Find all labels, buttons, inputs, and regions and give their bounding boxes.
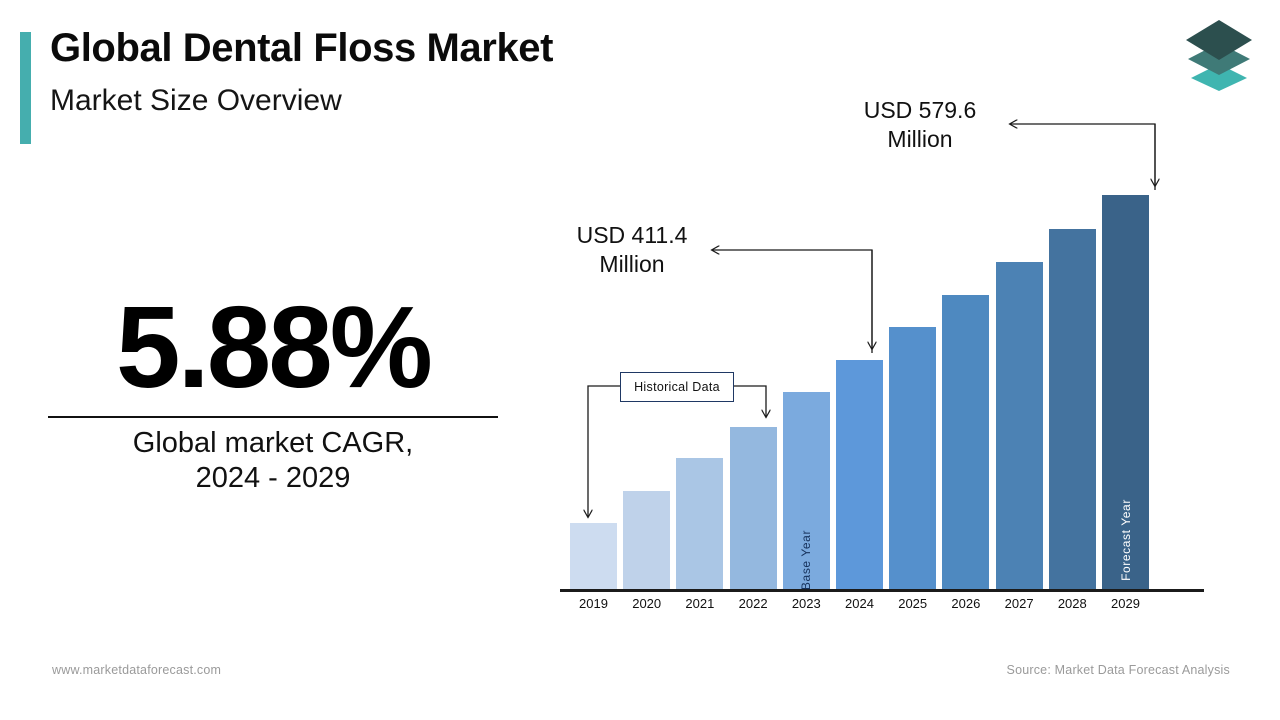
bar-2022[interactable] xyxy=(729,427,777,589)
x-tick-2019: 2019 xyxy=(579,596,608,611)
x-tick-2026: 2026 xyxy=(951,596,981,611)
forecast-year-bar-label: Forecast Year xyxy=(1118,499,1133,581)
chart-plot-area: Base Year Forecast Year 2019 2020 2021 2022 2… xyxy=(556,100,1216,611)
base-value-line-1: USD 411.4 xyxy=(576,222,688,248)
base-value-annotation: USD 411.4 Million xyxy=(532,221,732,280)
bar-2021[interactable] xyxy=(676,458,724,589)
bar-2027[interactable] xyxy=(995,262,1043,589)
base-year-bar-label: Base Year xyxy=(799,529,814,591)
bar-2028[interactable] xyxy=(1048,229,1096,589)
footer-source: Source: Market Data Forecast Analysis xyxy=(1006,663,1230,677)
x-tick-2029: 2029 xyxy=(1111,596,1140,611)
cagr-caption-line-2: 2024 - 2029 xyxy=(195,461,351,494)
bar-2020[interactable] xyxy=(623,491,671,589)
bar-2023[interactable]: Base Year xyxy=(782,392,830,591)
x-axis-line xyxy=(560,589,1204,592)
bar-2029[interactable]: Forecast Year xyxy=(1102,195,1149,589)
stacked-diamonds-icon xyxy=(1186,20,1252,91)
x-tick-2023: 2023 xyxy=(791,596,821,611)
base-value-line-2: Million xyxy=(599,251,665,278)
bar-chart: Base Year Forecast Year 2019 2020 2021 2022 2… xyxy=(556,100,1216,620)
title-accent-bar xyxy=(20,32,31,144)
x-tick-2025: 2025 xyxy=(898,596,928,611)
x-tick-2021: 2021 xyxy=(685,596,715,611)
header: Global Dental Floss Market Market Size O… xyxy=(20,26,720,144)
page-subtitle: Market Size Overview xyxy=(50,84,342,117)
x-tick-2027: 2027 xyxy=(1004,596,1034,611)
forecast-value-line-1: USD 579.6 xyxy=(863,97,977,123)
bar-2024[interactable] xyxy=(836,360,883,589)
cagr-caption-line-1: Global market CAGR, xyxy=(132,427,414,460)
cagr-block: 5.88% Global market CAGR, 2024 - 2029 xyxy=(48,288,498,495)
cagr-value: 5.88% xyxy=(116,282,433,412)
x-tick-2028: 2028 xyxy=(1057,596,1087,611)
bar-2026[interactable] xyxy=(942,295,990,589)
forecast-value-line-2: Million xyxy=(887,126,953,153)
brand-logo xyxy=(1180,18,1258,92)
x-tick-2022: 2022 xyxy=(738,596,768,611)
forecast-value-annotation: USD 579.6 Million xyxy=(820,96,1020,155)
bar-2025[interactable] xyxy=(889,327,937,589)
historical-data-label: Historical Data xyxy=(634,380,720,394)
x-tick-2020: 2020 xyxy=(632,596,662,611)
x-tick-2024: 2024 xyxy=(845,596,874,611)
page-title: Global Dental Floss Market xyxy=(50,26,554,70)
historical-data-callout: Historical Data xyxy=(620,372,734,402)
bar-2019[interactable] xyxy=(570,523,617,589)
footer-website[interactable]: www.marketdataforecast.com xyxy=(52,663,222,677)
cagr-divider xyxy=(48,416,498,419)
